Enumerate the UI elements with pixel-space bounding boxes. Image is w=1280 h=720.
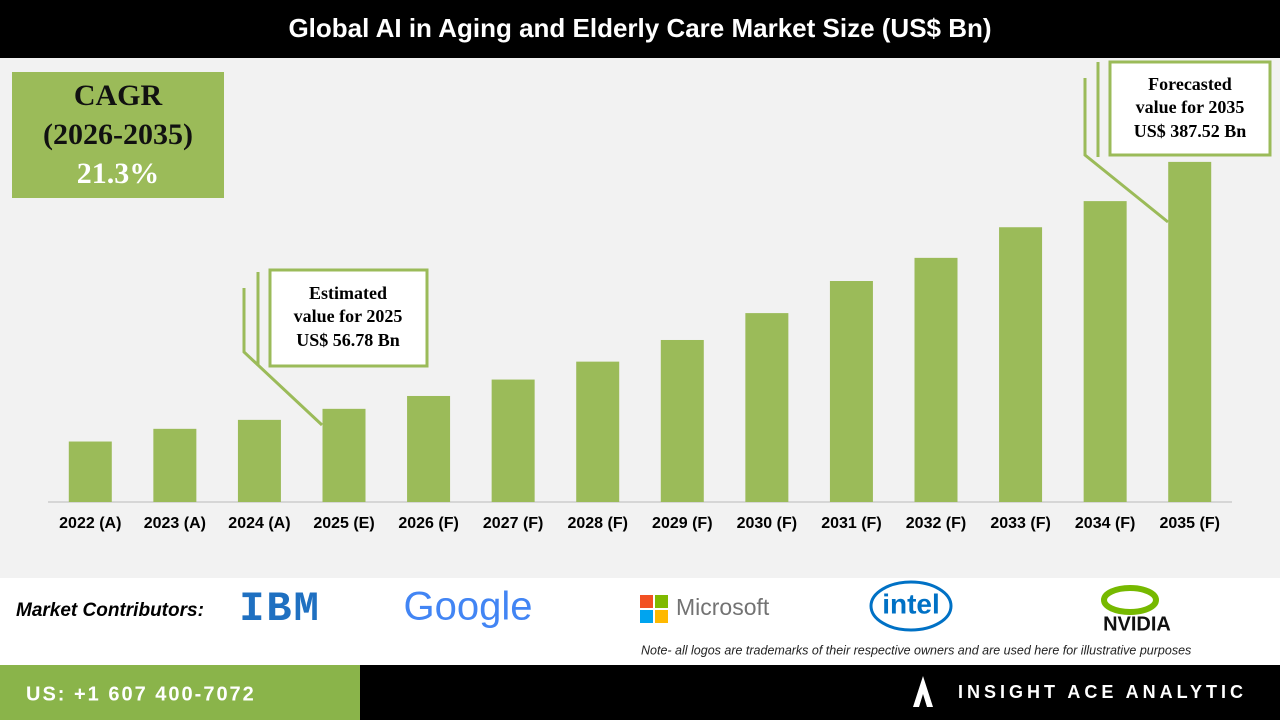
callout-text: value for 2035 [1136, 97, 1245, 117]
callout-lines [242, 60, 1272, 427]
logo: Microsoft [676, 594, 770, 620]
brand-icon [913, 676, 933, 707]
footer-left [0, 665, 360, 720]
cagr-value: 21.3% [77, 157, 160, 190]
phone: US: +1 607 400-7072 [26, 683, 256, 705]
x-tick-label: 2029 (F) [652, 515, 712, 532]
x-tick-label: 2023 (A) [144, 515, 206, 532]
nvidia-eye [1101, 585, 1159, 615]
logo: IBM [239, 585, 321, 633]
note: Note- all logos are trademarks of their … [641, 643, 1191, 657]
callout-value: US$ 387.52 Bn [1134, 121, 1247, 141]
x-tick-label: 2025 (E) [313, 515, 374, 532]
x-tick-label: 2034 (F) [1075, 515, 1135, 532]
bar [407, 395, 451, 502]
microsoft-squares [640, 595, 668, 623]
bar [237, 419, 281, 502]
cagr-label: CAGR [74, 79, 163, 112]
logo: intel [882, 588, 940, 619]
bar [491, 379, 535, 502]
chart-title: Global AI in Aging and Elderly Care Mark… [288, 13, 991, 43]
contributors-label: Market Contributors: [16, 600, 204, 621]
bar [68, 441, 112, 502]
bar [153, 428, 197, 502]
callout-value: US$ 56.78 Bn [296, 330, 400, 350]
cagr-box [12, 72, 224, 198]
bar [914, 257, 958, 502]
x-tick-label: 2024 (A) [228, 515, 290, 532]
title-bar [0, 0, 1280, 58]
bar [576, 361, 620, 502]
bar [829, 281, 873, 502]
x-tick-label: 2030 (F) [737, 515, 797, 532]
logo: Google [404, 585, 533, 629]
callout-text: Forecasted [1148, 74, 1232, 94]
callout-text: value for 2025 [294, 306, 403, 326]
intel-ring [869, 580, 953, 632]
x-tick-label: 2027 (F) [483, 515, 543, 532]
cagr-period: (2026-2035) [43, 118, 193, 151]
x-tick-label: 2033 (F) [990, 515, 1050, 532]
bar [1083, 201, 1127, 502]
bar [660, 339, 704, 502]
bar [322, 408, 366, 502]
bar [1168, 161, 1212, 502]
x-tick-label: 2028 (F) [567, 515, 627, 532]
x-tick-label: 2022 (A) [59, 515, 121, 532]
x-tick-label: 2026 (F) [398, 515, 458, 532]
logo: NVIDIA [1103, 613, 1171, 635]
brand: INSIGHT ACE ANALYTIC [958, 682, 1247, 702]
x-tick-label: 2032 (F) [906, 515, 966, 532]
bar [745, 313, 789, 502]
x-tick-label: 2035 (F) [1159, 515, 1219, 532]
callout-text: Estimated [309, 283, 387, 303]
x-tick-label: 2031 (F) [821, 515, 881, 532]
bar [999, 227, 1043, 503]
footer-right [360, 665, 1280, 720]
